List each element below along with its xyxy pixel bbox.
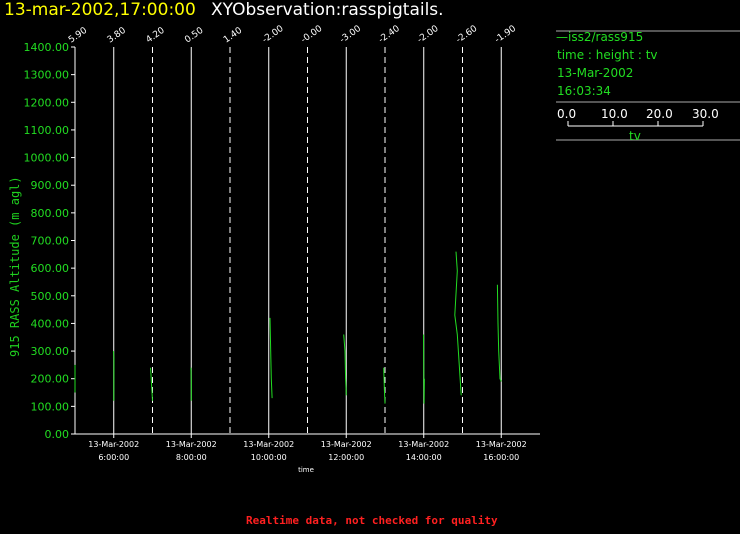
profile-label: -2.00: [261, 24, 286, 46]
x-tick-date: 13-Mar-2002: [398, 440, 449, 449]
x-tick-time: 10:00:00: [251, 453, 287, 462]
quality-warning: Realtime data, not checked for quality: [246, 514, 498, 527]
profile-series: [496, 284, 502, 382]
profile-series: [269, 317, 273, 399]
profile-label: 1.40: [222, 26, 244, 46]
y-tick-label: 1400.00: [24, 41, 70, 54]
profile-series: [454, 251, 462, 396]
y-tick-label: 1200.00: [24, 96, 70, 109]
y-tick-label: 700.00: [31, 235, 70, 248]
y-tick-label: 400.00: [31, 317, 70, 330]
chart-title: XYObservation:rasspigtails.: [211, 0, 444, 20]
profile-label: 0.50: [183, 26, 205, 46]
scale-tick-label: 20.0: [646, 107, 673, 121]
profile-label: -3.00: [338, 24, 363, 46]
scale-tick-label: 0.0: [557, 107, 577, 121]
y-tick-label: 200.00: [31, 373, 70, 386]
x-tick-time: 14:00:00: [406, 453, 442, 462]
y-tick-label: 800.00: [31, 207, 70, 220]
title-time: 13-mar-2002,17:00:00: [4, 0, 196, 20]
legend-series-label: iss2/rass915: [568, 30, 644, 44]
y-tick-label: 1000.00: [24, 152, 70, 165]
legend-series: —iss2/rass915: [556, 30, 644, 44]
x-tick-date: 13-Mar-2002: [166, 440, 217, 449]
y-tick-label: 300.00: [31, 345, 70, 358]
profile-series: [423, 334, 425, 404]
legend-date: 13-Mar-2002: [557, 66, 634, 80]
profile-series: [343, 334, 347, 396]
y-tick-label: 600.00: [31, 262, 70, 275]
profile-label: -0.00: [299, 24, 324, 46]
x-tick-time: 6:00:00: [98, 453, 129, 462]
profile-series: [113, 351, 115, 401]
profile-label: -2.60: [454, 24, 479, 46]
profile-label: 4.20: [144, 26, 166, 46]
y-tick-label: 500.00: [31, 290, 70, 303]
profile-label: 3.80: [106, 26, 128, 46]
x-tick-time: 8:00:00: [176, 453, 207, 462]
x-tick-time: 12:00:00: [328, 453, 364, 462]
profile-label: 5.90: [67, 26, 89, 46]
x-tick-time: 16:00:00: [483, 453, 519, 462]
y-tick-label: 0.00: [45, 428, 70, 441]
legend-variables: time : height : tv: [557, 48, 658, 62]
scale-tick-label: 10.0: [601, 107, 628, 121]
x-tick-date: 13-Mar-2002: [476, 440, 527, 449]
y-tick-label: 100.00: [31, 400, 70, 413]
profile-series: [383, 367, 386, 404]
profile-label: -1.90: [493, 24, 518, 46]
scale-tick-label: 30.0: [692, 107, 719, 121]
y-tick-label: 900.00: [31, 179, 70, 192]
y-tick-label: 1100.00: [24, 124, 70, 137]
x-axis-label: time: [298, 466, 314, 474]
y-tick-label: 1300.00: [24, 69, 70, 82]
profile-label: -2.40: [377, 24, 402, 46]
x-tick-date: 13-Mar-2002: [321, 440, 372, 449]
legend-time: 16:03:34: [557, 84, 611, 98]
x-tick-date: 13-Mar-2002: [88, 440, 139, 449]
x-tick-date: 13-Mar-2002: [243, 440, 294, 449]
scale-label: tv: [629, 129, 641, 143]
profile-label: -2.00: [416, 24, 441, 46]
profile-series: [150, 367, 153, 401]
